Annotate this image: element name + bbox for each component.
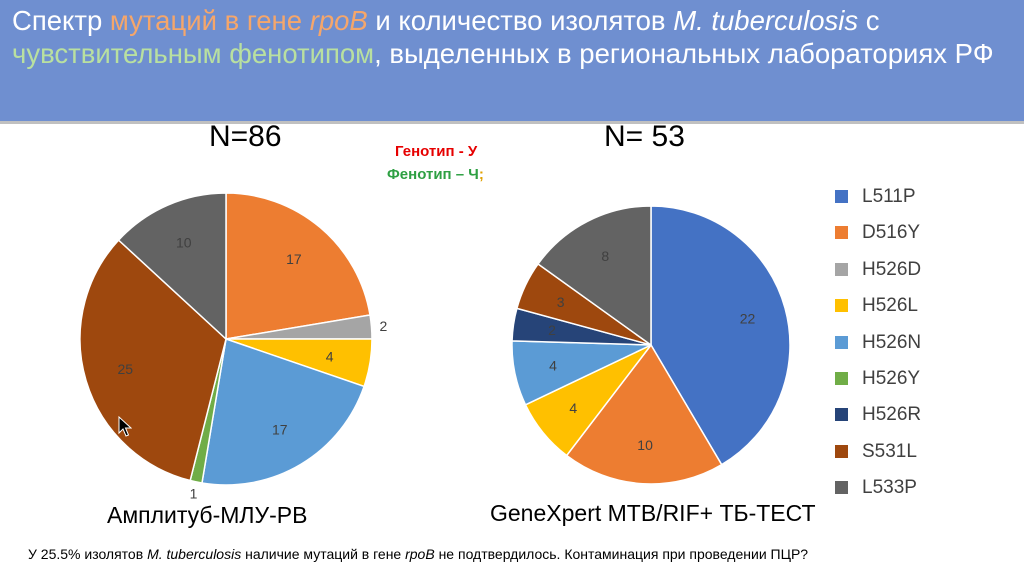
phenotype-note-text: Фенотип – Ч [387, 166, 479, 183]
legend-label: H526R [862, 404, 922, 426]
slide-title: Спектр мутаций в гене rpoB и количество … [12, 4, 1012, 70]
footer-part: не подтвердилось. Контаминация при прове… [434, 546, 809, 562]
pie2-slice-L533P [537, 205, 652, 347]
title-part: , выделенных в региональных лабораториях… [374, 38, 994, 69]
pie2-label-L511P: 22 [740, 311, 756, 327]
pie1-slice-S531L [79, 239, 227, 482]
pie1-slice-L533P [117, 192, 227, 341]
pie1-slice-D516Y [225, 192, 371, 340]
title-bar: Спектр мутаций в гене rpoB и количество … [0, 0, 1024, 121]
pie2-label-H526N: 4 [549, 358, 557, 374]
pie-chart-amplitub: 17 2 4 17 1 25 10 [79, 192, 388, 502]
legend-item-H526N: H526N [835, 331, 985, 353]
mouse-cursor-icon [118, 416, 132, 437]
pie2-label-S531L: 3 [557, 294, 565, 310]
footer-part: У 25.5% изолятов [28, 546, 148, 562]
pie1-label-H526L: 4 [326, 348, 334, 364]
legend-swatch [835, 226, 848, 240]
legend-label: S531L [862, 440, 917, 462]
pie2-label-H526R: 2 [548, 322, 556, 338]
title-part: с [858, 5, 880, 36]
pie1-title: N=86 [209, 120, 282, 153]
title-part-phenotype: чувствительным фенотипом [12, 38, 375, 69]
legend-swatch [835, 372, 848, 385]
pie1-label-H526N: 17 [272, 421, 288, 437]
legend-item-H526L: H526L [835, 295, 985, 317]
legend-label: H526L [862, 295, 918, 317]
legend-item-H526R: H526R [835, 404, 985, 426]
pie1-caption: Амплитуб-МЛУ-РВ [107, 502, 308, 528]
footer-part: наличие мутаций в гене [241, 546, 406, 562]
legend-item-H526D: H526D [835, 258, 985, 280]
legend-label: H526Y [862, 368, 921, 389]
legend-item-S531L: S531L [835, 440, 985, 462]
legend-item-H526Y: H526Y [835, 368, 985, 389]
legend-label: H526D [862, 258, 922, 280]
footer-gene: rpoB [405, 546, 435, 562]
pie2-slice-L511P [650, 205, 791, 466]
footer-note: У 25.5% изолятов M. tuberculosis наличие… [28, 546, 808, 562]
pie1-label-L533P: 10 [176, 235, 192, 251]
legend-swatch [835, 299, 848, 313]
genotype-note: Генотип - У [395, 143, 478, 160]
title-gene: rpoB [309, 5, 368, 36]
legend-swatch [835, 262, 848, 276]
legend-label: L533P [862, 477, 917, 499]
legend-swatch [835, 444, 848, 458]
title-species: M. tuberculosis [673, 5, 859, 36]
phenotype-note-semicolon: ; [478, 166, 484, 183]
pie2-label-D516Y: 10 [637, 437, 653, 453]
pie1-label-H526D: 2 [380, 318, 388, 334]
pie2-slice-D516Y [565, 343, 723, 485]
title-part-highlight: мутаций в гене [109, 5, 310, 36]
footer-species: M. tuberculosis [147, 546, 242, 562]
legend-swatch [835, 481, 848, 495]
pie1-label-H526Y: 1 [190, 486, 198, 502]
legend-label: D516Y [862, 222, 921, 244]
title-part: и количество изолятов [367, 5, 674, 36]
legend-swatch [835, 190, 848, 203]
pie2-caption: GeneXpert MTB/RIF+ ТБ-ТЕСТ [490, 500, 816, 526]
legend-swatch [835, 408, 848, 422]
legend-item-L533P: L533P [835, 477, 985, 499]
legend-item-D516Y: D516Y [835, 222, 985, 244]
pie1-label-S531L: 25 [117, 361, 133, 377]
pie1-slice-H526N [201, 338, 366, 486]
pie2-label-H526L: 4 [569, 400, 577, 416]
pie2-label-L533P: 8 [601, 248, 609, 264]
legend-label: H526N [862, 331, 922, 353]
legend-label: L511P [862, 186, 916, 207]
pie1-label-D516Y: 17 [286, 251, 302, 267]
pie-chart-genexpert: 22 10 4 4 23 8 [511, 205, 791, 485]
phenotype-note: Фенотип – Ч; [387, 166, 484, 183]
legend-item-L511P: L511P [835, 186, 985, 207]
legend-swatch [835, 335, 848, 349]
title-part: Спектр [12, 5, 110, 36]
pie2-title: N= 53 [604, 120, 685, 153]
